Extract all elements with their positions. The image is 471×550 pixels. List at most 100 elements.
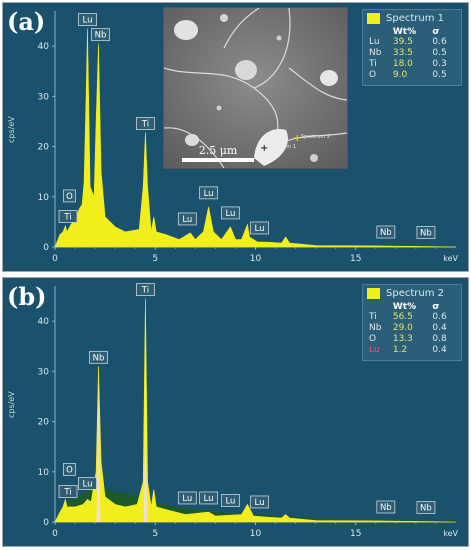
y-axis-label-a: cps/eV [7,116,16,143]
peak-label: Nb [380,503,392,513]
peak-label: O [66,465,73,475]
y-tick-label: 20 [38,143,50,153]
sigma-value: 0.4 [432,323,447,333]
y-tick-label: 10 [38,193,50,203]
peak-label: Nb [420,228,432,238]
element-name: Lu [369,345,380,355]
composition-legend-b: Spectrum 2 Wt% σ Ti 56.5 0.6 Nb 29.0 [362,284,462,361]
peak-label-box [199,186,218,200]
peak-label: Lu [204,189,214,199]
y-axis-label-b: cps/eV [7,391,16,418]
peak-label-box [250,495,269,509]
peak-label: Nb [380,228,392,238]
peak-label: Nb [420,503,432,513]
sigma-value: 0.6 [432,312,447,322]
legend-swatch-a [367,13,380,24]
peak-label-box [416,501,436,514]
y-tick-label: 0 [43,518,49,528]
y-tick-label: 30 [38,92,50,102]
peak-label-box [376,500,396,514]
table-row: Lu 1.2 0.4 [367,345,457,356]
spectrum-series [54,28,457,248]
x-tick-label: 15 [350,529,361,539]
peak-label: Nb [95,31,107,41]
scale-bar: 2.5 μm [182,144,254,162]
peak-label-box [63,189,76,203]
peak-label: Lu [82,16,92,26]
sigma-value: 0.6 [432,37,447,47]
legend-swatch-b [367,288,380,299]
panel-label-a: (a) [7,7,46,36]
table-row: Nb 29.0 0.4 [367,323,457,334]
peak-label: Lu [225,496,235,506]
spectrum-peak-overlay [96,366,101,522]
x-tick-label: 10 [250,529,262,539]
spectrum-peak-overlay [143,298,148,522]
peak-label: Ti [141,120,149,130]
element-name: Nb [369,48,382,58]
peak-label: Ti [141,286,149,296]
wt-value: 9.0 [392,70,408,80]
peak-label: Ti [63,487,71,497]
wt-value: 33.5 [392,48,413,58]
peak-label-box [221,494,240,507]
peak-label: Lu [225,209,235,219]
x-tick-label: 10 [250,254,262,264]
sigma-header-b: σ [432,302,440,312]
panel-label-b: (b) [7,282,47,311]
peak-label-box [177,491,197,505]
legend-title-b: Spectrum 2 [386,288,444,299]
wt-value: 13.3 [392,334,413,344]
sigma-value: 0.5 [432,48,447,58]
x-tick-label: 0 [52,254,58,264]
peak-label: Nb [93,353,105,363]
wt-value: 39.5 [392,37,413,47]
peak-label-box [58,485,78,498]
x-axis-label: keV [443,254,458,263]
peak-label: Lu [204,494,214,504]
wt-header-b: Wt% [392,302,417,312]
peak-label-box [250,221,269,235]
wt-header-a: Wt% [392,27,417,37]
peak-label-box [177,212,197,226]
sigma-header-a: σ [432,27,440,37]
x-tick-label: 0 [52,529,58,539]
element-name: Nb [369,323,382,333]
scale-bar-line [182,158,254,162]
wt-value: 56.5 [392,312,413,322]
peak-label: O [66,192,73,202]
sigma-value: 0.4 [432,345,447,355]
y-tick-label: 40 [38,317,50,327]
y-tick-label: 0 [43,243,49,253]
x-axis-label: keV [443,529,458,538]
element-name: Ti [369,59,377,69]
x-tick-label: 15 [350,254,361,264]
peak-label-box [136,283,155,296]
spectrum-panel-b: 0 10 20 30 40 0 5 10 15 keV Ti Nb O Ti Lu Lu Lu Lu Lu Nb Nb … [2,277,469,547]
element-name: Ti [369,312,377,322]
sigma-value: 0.3 [432,59,447,69]
spectrum-1-marker-label: Spectrum 1 [267,144,296,150]
peak-label-box [78,477,97,490]
sigma-value: 0.5 [432,70,447,80]
peak-label-box [199,491,218,505]
y-tick-label: 40 [38,42,50,52]
table-row: O 9.0 0.5 [367,70,457,81]
composition-table-b: Wt% σ Ti 56.5 0.6 Nb 29.0 0.4 O 13.3 [367,302,457,356]
peak-label: Lu [255,224,265,234]
peak-label: Lu [255,498,265,508]
y-tick-label: 30 [38,367,50,377]
peak-label-box [221,206,240,220]
peak-label-box [136,117,155,130]
peak-label-box [78,13,97,26]
y-tick-label: 10 [38,468,50,478]
x-tick-label: 5 [152,254,158,264]
peak-label: Ti [63,212,71,222]
element-name: Lu [369,37,380,47]
peak-label-box [376,225,396,239]
peak-label-box [63,463,76,476]
spectrum-2-marker-label: Spectrum 2 [301,134,330,140]
spectrum-series [54,298,457,523]
